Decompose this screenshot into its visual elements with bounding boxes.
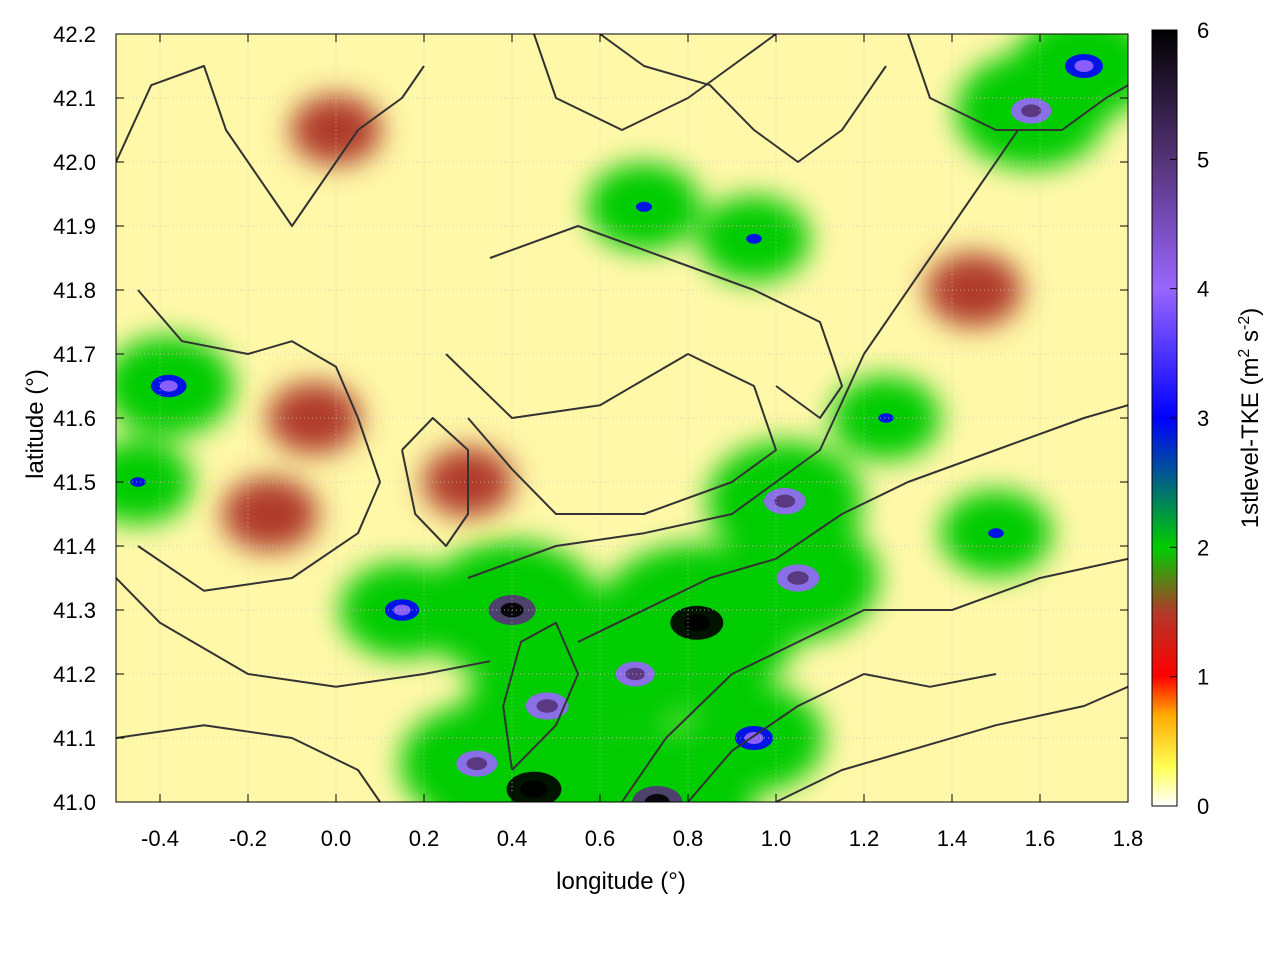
grid-lines [116, 34, 1128, 802]
tke-hotspot-core [746, 233, 762, 244]
tke-hotspot-core [744, 732, 764, 744]
y-tick-label: 41.0 [53, 790, 96, 815]
x-axis: -0.4 -0.2 0.0 0.2 0.4 0.6 0.8 1.0 1.2 1.4 1.6 1.8 [141, 34, 1143, 851]
x-tick-label: 0.4 [497, 826, 528, 851]
colorbar-tick-label: 5 [1197, 147, 1209, 172]
tke-region [116, 440, 193, 524]
y-tick-label: 41.1 [53, 726, 96, 751]
tke-hotspot-core [1074, 60, 1094, 72]
tke-hotspot-core [787, 571, 809, 585]
y-tick-label: 41.4 [53, 534, 96, 559]
tke-hotspot-core [625, 667, 645, 681]
contour-line [116, 65, 425, 227]
y-tick-label: 42.0 [53, 150, 96, 175]
tke-region [561, 728, 754, 802]
contour-line [467, 129, 1019, 579]
tke-hotspot-core [774, 494, 796, 508]
colorbar-tick-label: 2 [1197, 535, 1209, 560]
tke-region [267, 382, 361, 454]
contour-line [907, 34, 1128, 131]
tke-hotspot-core [159, 380, 178, 392]
tke-hotspot-core [536, 699, 558, 713]
contour-line [137, 289, 381, 592]
tke-hotspot-core [683, 614, 711, 632]
tke-region [1013, 34, 1128, 120]
y-tick-label: 41.7 [53, 342, 96, 367]
tke-hotspot-core [466, 757, 488, 771]
colorbar-tick-label: 0 [1197, 794, 1209, 819]
contour-line [116, 724, 381, 802]
contour-line [116, 577, 491, 688]
tke-hotspot-core [130, 477, 146, 487]
x-tick-label: 0.0 [321, 826, 352, 851]
tke-hotspot-core [393, 604, 411, 616]
y-tick-label: 42.1 [53, 86, 96, 111]
contour-line [533, 34, 777, 131]
contour-line [687, 673, 997, 802]
tke-region [221, 477, 319, 551]
contour-line [489, 225, 843, 419]
x-tick-label: -0.4 [141, 826, 179, 851]
colorbar-tick-label: 3 [1197, 406, 1209, 431]
colorbar-tick-label: 6 [1197, 18, 1209, 43]
contour-line [577, 404, 1128, 643]
x-tick-label: 1.4 [937, 826, 968, 851]
x-tick-label: 1.0 [761, 826, 792, 851]
contour-line [401, 417, 469, 547]
colorbar-ticks: 0 1 2 3 4 5 6 [1170, 18, 1209, 819]
x-tick-label: 0.6 [585, 826, 616, 851]
tke-hotspot-core [1021, 104, 1042, 118]
y-tick-label: 41.6 [53, 406, 96, 431]
y-tick-label: 41.5 [53, 470, 96, 495]
tke-region [925, 253, 1023, 327]
contour-line [502, 621, 579, 771]
contour-line [621, 557, 1128, 802]
contour-line [445, 353, 777, 515]
x-tick-label: 1.6 [1025, 826, 1056, 851]
x-tick-label: 1.8 [1113, 826, 1144, 851]
contour-line [599, 34, 887, 163]
y-tick-label: 41.2 [53, 662, 96, 687]
y-tick-label: 41.9 [53, 214, 96, 239]
tke-hotspot-core [644, 794, 670, 802]
terrain-contours [116, 34, 1128, 802]
x-axis-label: longitude (°) [556, 868, 686, 895]
tke-hotspot-core [878, 413, 894, 423]
y-axis-label: latitude (°) [22, 369, 49, 479]
y-tick-label: 41.8 [53, 278, 96, 303]
colorbar-label: 1stlevel-TKE (m2 s-2) [1236, 308, 1264, 529]
y-tick-label: 41.3 [53, 598, 96, 623]
colorbar-tick-label: 1 [1197, 665, 1209, 690]
y-axis: 41.0 41.1 41.2 41.3 41.4 41.5 41.6 41.7 41.8 41.9… [53, 22, 1128, 815]
tke-field [116, 34, 1128, 802]
tke-hotspot-core [636, 201, 652, 212]
colorbar-tick-label: 4 [1197, 277, 1209, 302]
tke-hotspot-core [520, 780, 548, 798]
x-tick-label: 1.2 [849, 826, 880, 851]
x-tick-label: 0.2 [409, 826, 440, 851]
y-tick-label: 42.2 [53, 22, 96, 47]
tke-hotspot-core [988, 528, 1004, 539]
contour-line [775, 685, 1128, 802]
x-tick-label: 0.8 [673, 826, 704, 851]
x-tick-label: -0.2 [229, 826, 267, 851]
